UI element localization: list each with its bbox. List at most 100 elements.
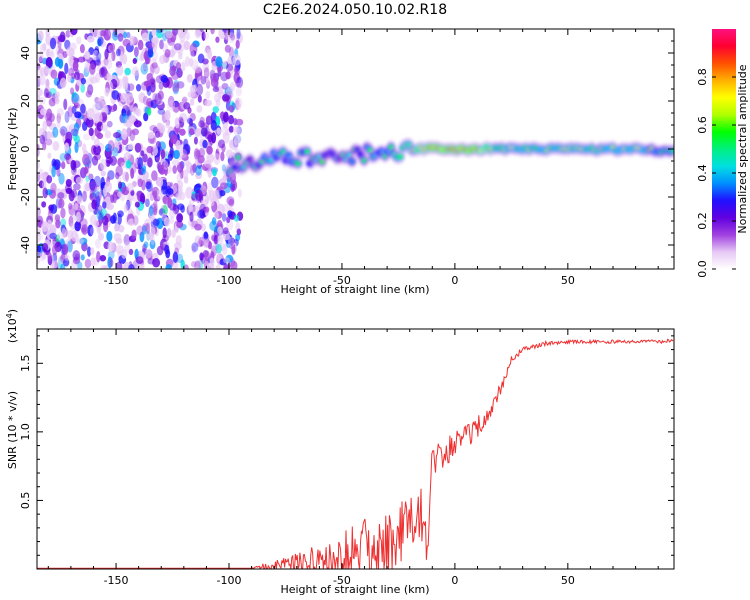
noise-speckle [117, 191, 123, 198]
noise-speckle [97, 204, 103, 215]
noise-speckle [96, 29, 102, 38]
snr-frame [36, 328, 675, 570]
noise-speckle [51, 245, 58, 256]
noise-speckle [157, 108, 165, 115]
noise-speckle [177, 185, 183, 196]
noise-speckle [147, 45, 154, 58]
noise-speckle [151, 62, 158, 69]
noise-speckle [147, 157, 153, 168]
noise-speckle [204, 163, 211, 172]
noise-speckle [136, 225, 144, 236]
noise-speckle [93, 144, 101, 156]
noise-speckle [145, 198, 150, 208]
noise-speckle [204, 159, 212, 168]
noise-speckle [66, 240, 73, 253]
signal-core [304, 148, 310, 154]
noise-speckle [191, 59, 199, 71]
noise-speckle [112, 30, 119, 41]
noise-speckle [183, 176, 189, 184]
noise-speckle [49, 37, 57, 50]
noise-speckle [162, 227, 167, 239]
noise-speckle [62, 258, 70, 267]
noise-speckle [131, 229, 137, 240]
noise-speckle [115, 172, 120, 180]
noise-speckle [94, 96, 100, 104]
snr-y-tick-label: 1.5 [19, 355, 32, 373]
noise-speckle [113, 223, 120, 232]
noise-speckle [151, 145, 159, 157]
noise-speckle [222, 60, 228, 70]
noise-speckle [197, 128, 202, 136]
noise-speckle [57, 34, 66, 43]
noise-speckle [158, 82, 164, 90]
noise-speckle [146, 73, 154, 82]
colorbar-ticks: 0.0 0.2 0.4 0.6 0.8 [696, 68, 736, 278]
noise-speckle [196, 259, 203, 268]
noise-speckle [104, 87, 110, 97]
noise-speckle [80, 254, 85, 261]
noise-speckle [235, 97, 243, 109]
noise-speckle [80, 103, 86, 114]
noise-speckle [196, 105, 203, 113]
noise-speckle [74, 134, 80, 145]
noise-speckle [230, 260, 238, 269]
noise-speckle [37, 67, 43, 80]
noise-speckle [52, 141, 60, 151]
noise-speckle [73, 71, 80, 81]
noise-speckle [135, 83, 142, 92]
noise-speckle [65, 131, 73, 144]
noise-speckle [41, 201, 47, 208]
noise-speckle [210, 119, 217, 131]
colorbar-tick-label: 0.8 [696, 68, 709, 86]
noise-speckle [235, 118, 244, 126]
noise-speckle [87, 224, 94, 237]
noise-speckle [200, 75, 207, 85]
noise-speckle [132, 193, 138, 202]
noise-speckle [37, 215, 44, 228]
noise-speckle [76, 238, 85, 245]
noise-speckle [122, 76, 129, 84]
noise-speckle [232, 54, 241, 66]
noise-speckle [210, 77, 219, 88]
noise-speckle [89, 226, 95, 236]
noise-speckle [145, 248, 153, 258]
noise-speckle [109, 43, 116, 52]
noise-speckle [156, 177, 164, 188]
noise-speckle [103, 29, 112, 41]
noise-speckle [117, 33, 124, 42]
noise-speckle [45, 29, 50, 38]
noise-speckle [200, 199, 209, 207]
signal-band [224, 137, 674, 179]
noise-speckle [121, 112, 128, 124]
noise-speckle [103, 104, 108, 113]
noise-speckle [194, 223, 202, 231]
noise-speckle [91, 199, 97, 210]
noise-speckle [150, 234, 155, 246]
noise-speckle [165, 121, 171, 129]
noise-speckle [176, 213, 184, 223]
spectrogram-y-tick-label: 0 [19, 146, 32, 153]
noise-speckle [228, 59, 233, 71]
noise-speckle [56, 117, 61, 129]
noise-speckle [139, 263, 145, 269]
noise-speckle [109, 257, 114, 268]
noise-speckle [196, 75, 204, 87]
noise-speckle [171, 71, 180, 81]
noise-speckle [106, 230, 113, 242]
noise-speckle [50, 203, 58, 214]
noise-speckle [108, 29, 114, 37]
noise-speckle [125, 160, 132, 169]
noise-speckle [82, 154, 90, 166]
noise-speckle [90, 247, 95, 256]
noise-speckle [200, 253, 206, 264]
noise-speckle [126, 182, 135, 192]
noise-speckle [188, 199, 194, 211]
noise-speckle [72, 250, 81, 261]
noise-speckle [67, 67, 75, 76]
noise-speckle [202, 58, 209, 65]
noise-speckle [213, 210, 219, 219]
noise-speckle [115, 61, 122, 68]
noise-speckle [186, 117, 193, 125]
noise-speckle [49, 51, 55, 59]
noise-speckle [122, 81, 129, 90]
